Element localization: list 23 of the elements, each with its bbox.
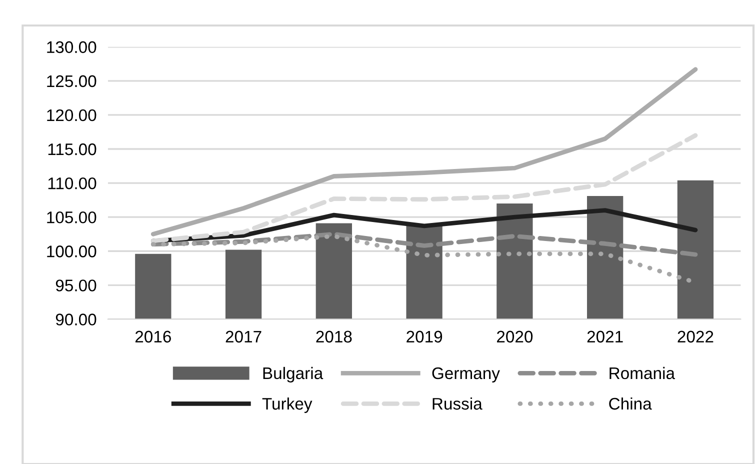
legend-label: Germany <box>432 367 500 382</box>
y-tick-label: 115.00 <box>48 143 96 156</box>
y-tick-label: 125.00 <box>47 75 96 88</box>
legend-label: Bulgaria <box>263 366 324 382</box>
line-series <box>150 67 698 236</box>
x-tick-label: 2016 <box>135 330 171 343</box>
x-tick-label: 2021 <box>587 330 623 343</box>
y-tick-label: 130.00 <box>47 41 96 54</box>
y-tick-label: 120.00 <box>47 109 96 122</box>
x-tick-label: 2020 <box>496 330 533 343</box>
legend-label: Turkey <box>262 397 312 413</box>
legend-label: Russia <box>432 397 482 410</box>
legend-label: China <box>609 397 652 410</box>
x-tick-label: 2022 <box>678 330 714 343</box>
y-tick-label: 105.00 <box>47 211 96 224</box>
y-tick-label: 95.00 <box>56 280 96 292</box>
y-tick-label: 90.00 <box>56 314 96 326</box>
y-tick-label: 100.00 <box>47 246 96 258</box>
legend-label: Romania <box>610 366 675 380</box>
y-tick-label: 110.00 <box>48 177 96 190</box>
x-tick-label: 2019 <box>406 330 442 343</box>
x-tick-label: 2017 <box>226 330 262 343</box>
x-tick-label: 2018 <box>316 330 352 343</box>
